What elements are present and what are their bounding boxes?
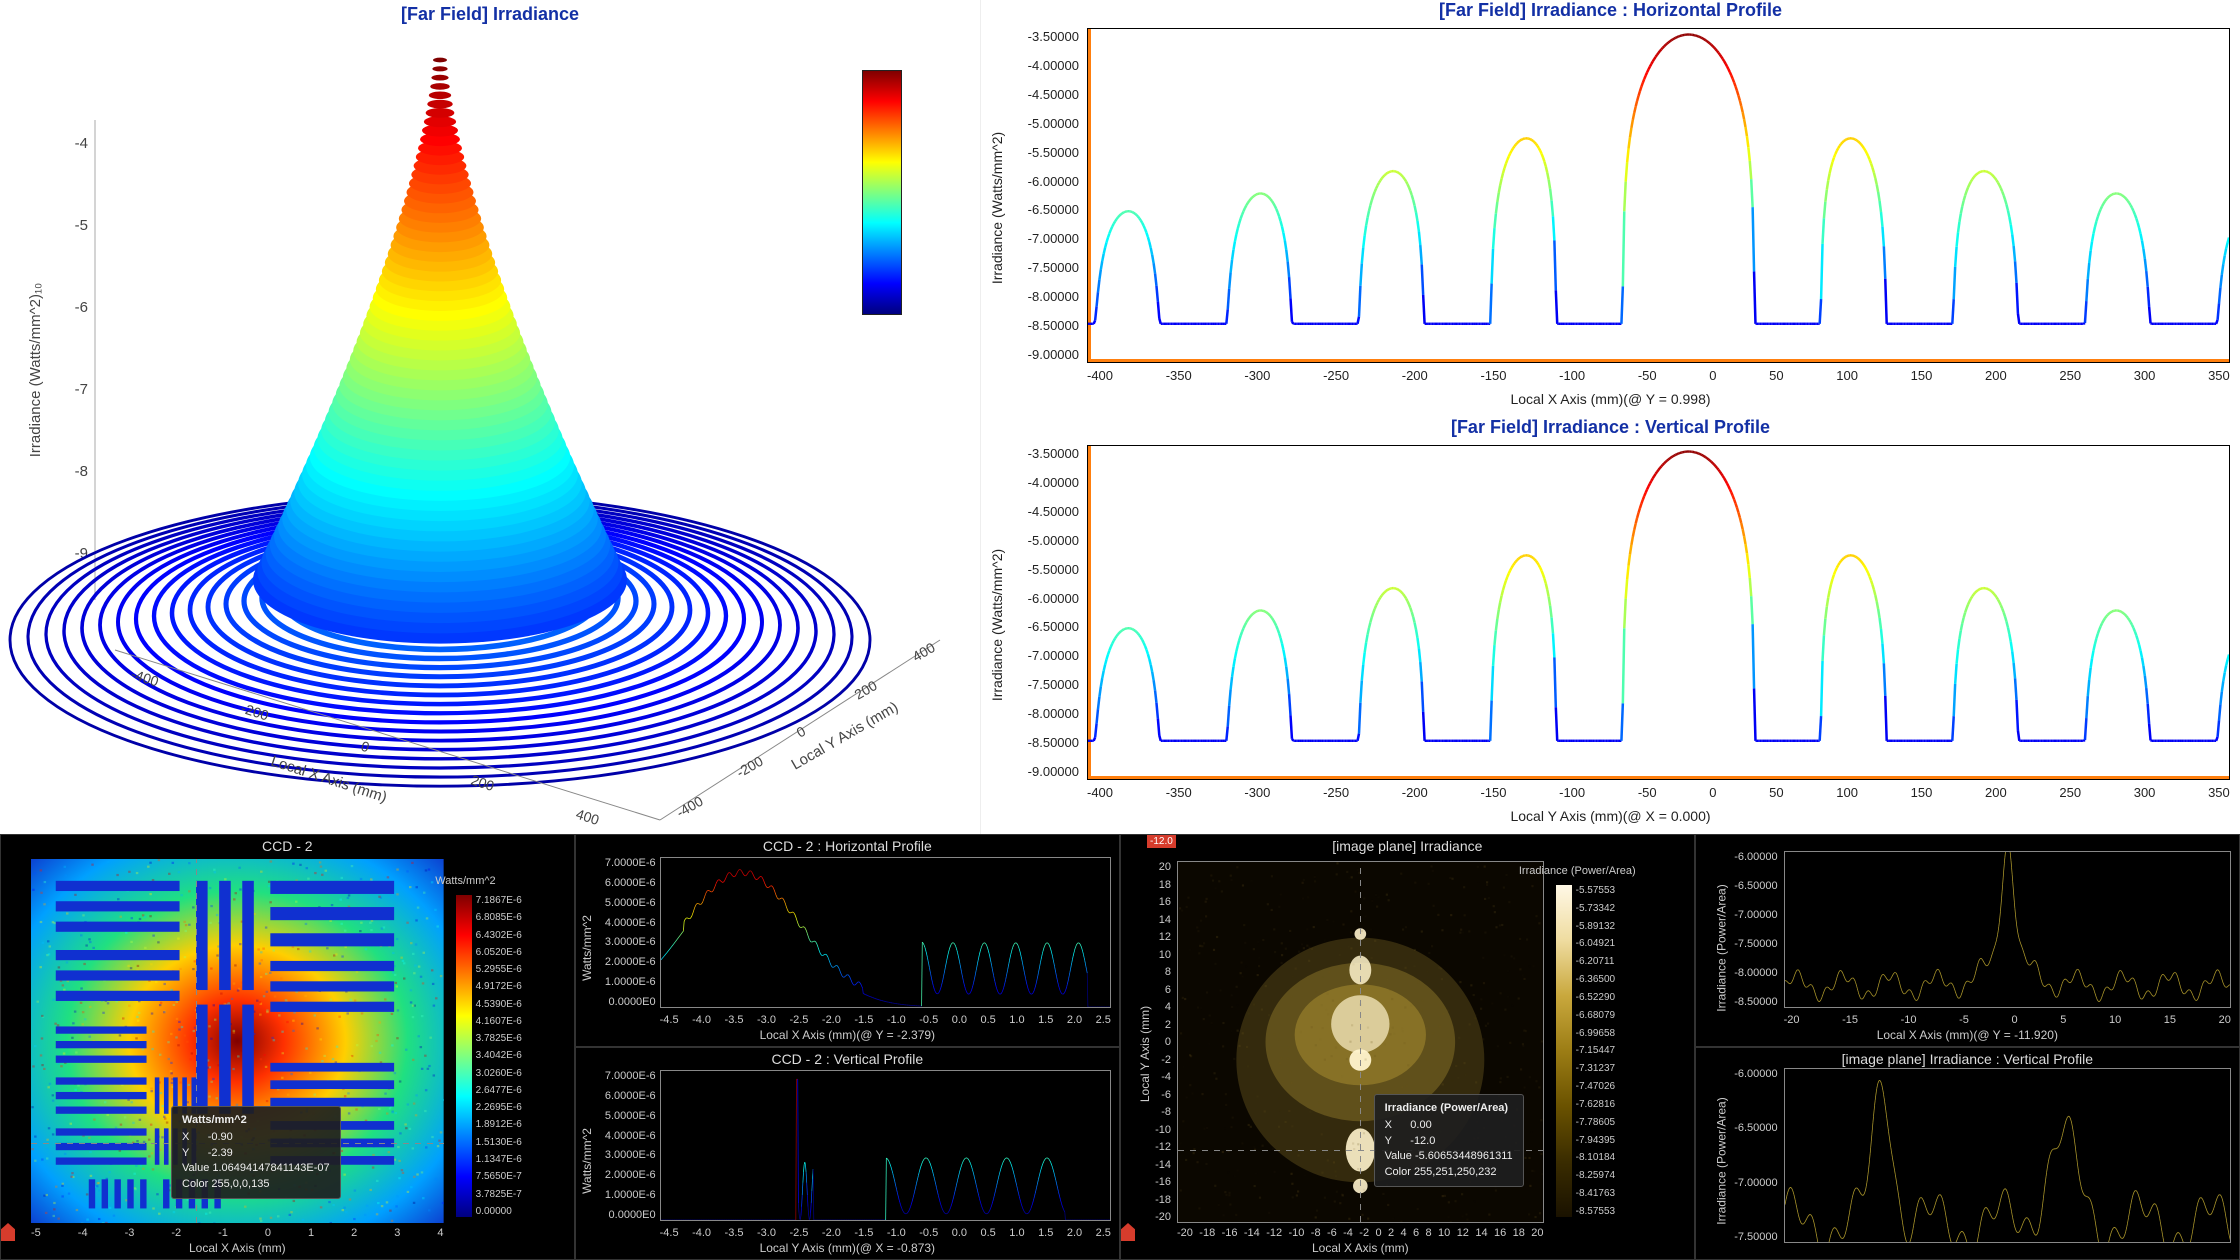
ccd-units-label: Watts/mm^2 [435,875,495,887]
profile-h-xticks: -400-350-300-250-200-150-100-50050100150… [1087,368,2230,383]
ip-v-profile[interactable]: [image plane] Irradiance : Vertical Prof… [1695,1047,2240,1260]
panel-3d-irradiance[interactable]: [Far Field] Irradiance -4 -5 -6 -7 - [0,0,980,834]
ccd-h-ylabel: Watts/mm^2 [580,915,594,981]
ip-v-plot[interactable] [1784,1068,2231,1243]
ip-xlabel: Local X Axis (mm) [1312,1241,1409,1255]
ip-xticks: -20-18-16-14-12-10-8-6-4-202468101214161… [1177,1227,1544,1239]
ccd-xticks: -5-4-3-2-101234 [31,1227,444,1239]
imageplane-panel[interactable]: [image plane] Irradiance Local Y Axis (m… [1120,834,1695,1260]
svg-text:-6: -6 [75,299,88,316]
profile-v-title: [Far Field] Irradiance : Vertical Profil… [1451,417,1770,438]
ip-h-yt: -6.00000-6.50000-7.00000-7.50000-8.00000… [1724,851,1778,1008]
ccd-colorbar-labels: 7.1867E-66.8085E-66.4302E-66.0520E-65.29… [476,895,534,1217]
ccd-h-xt: -4.5-4.0-3.5-3.0-2.5-2.0-1.5-1.0-0.50.00… [660,1014,1111,1026]
ip-tooltip: Irradiance (Power/Area) X 0.00 Y -12.0 V… [1374,1094,1524,1187]
ip-v-title: [image plane] Irradiance : Vertical Prof… [1842,1051,2093,1067]
z-axis-label: Irradiance (Watts/mm^2)₁₀ [27,283,44,457]
svg-text:-4: -4 [75,135,88,152]
ccd-v-title: CCD - 2 : Vertical Profile [771,1051,923,1067]
ccd-group: CCD - 2 -5-4-3-2-101234 Local X Axis (mm… [0,834,1120,1260]
ip-h-xt: -20-15-10-505101520 [1784,1014,2231,1026]
ip-colorbar [1556,885,1572,1217]
svg-text:-7: -7 [75,381,88,398]
ccd-xlabel: Local X Axis (mm) [189,1241,286,1255]
ccd-v-xt: -4.5-4.0-3.5-3.0-2.5-2.0-1.5-1.0-0.50.00… [660,1227,1111,1239]
marker-y-value: -12.0 [1147,835,1176,848]
ccd-h-title: CCD - 2 : Horizontal Profile [763,838,932,854]
svg-text:-8: -8 [75,463,88,480]
svg-text:-200: -200 [734,753,766,781]
profile-v-ylabel: Irradiance (Watts/mm^2) [989,549,1005,701]
panel-profiles: [Far Field] Irradiance : Horizontal Prof… [980,0,2240,834]
ccd-v-yt: 7.0000E-66.0000E-65.0000E-64.0000E-63.00… [598,1070,656,1221]
profile-h-yticks: -3.50000-4.00000-4.50000-5.00000-5.50000… [1005,30,1079,361]
svg-text:-400: -400 [129,666,161,690]
ccd-h-yt: 7.0000E-66.0000E-65.0000E-64.0000E-63.00… [598,857,656,1008]
svg-text:0: 0 [794,723,809,741]
bottom-row: CCD - 2 -5-4-3-2-101234 Local X Axis (mm… [0,834,2240,1260]
x-axis-label-3d: Local X Axis (mm) [269,753,389,807]
ip-title: [image plane] Irradiance [1332,838,1482,854]
profile-v-xticks: -400-350-300-250-200-150-100-50050100150… [1087,785,2230,800]
surface-3d[interactable]: -4 -5 -6 -7 -8 -9 Irradiance (Watts/mm^2… [0,0,980,834]
top-row: [Far Field] Irradiance -4 -5 -6 -7 - [0,0,2240,834]
profile-horizontal[interactable]: [Far Field] Irradiance : Horizontal Prof… [980,0,2240,417]
ccd-h-xlabel: Local X Axis (mm)(@ Y = -2.379) [760,1028,935,1042]
ccd-h-plot[interactable] [660,857,1111,1008]
svg-text:-400: -400 [674,793,706,821]
ccd-tooltip: Watts/mm^2 X -0.90 Y -2.39 Value 1.06494… [171,1106,341,1199]
cursor-marker-icon[interactable] [1121,1223,1135,1241]
ip-yticks: 20181614121086420-2-4-6-8-10-12-14-16-18… [1143,861,1171,1223]
svg-text:400: 400 [910,639,938,665]
cursor-marker-icon[interactable] [1,1223,15,1241]
ip-h-plot[interactable] [1784,851,2231,1008]
profile-h-title: [Far Field] Irradiance : Horizontal Prof… [1439,0,1782,21]
profile-v-xlabel: Local Y Axis (mm)(@ X = 0.000) [1510,808,1710,824]
svg-text:400: 400 [574,806,601,829]
ip-colorbar-labels: -5.57553-5.73342-5.89132-6.04921-6.20711… [1576,885,1630,1217]
ip-h-profile[interactable]: Irradiance (Power/Area) -6.00000-6.50000… [1695,834,2240,1047]
svg-text:-5: -5 [75,217,88,234]
ccd-profiles: CCD - 2 : Horizontal Profile Watts/mm^2 … [575,834,1120,1260]
ip-profiles: Irradiance (Power/Area) -6.00000-6.50000… [1695,834,2240,1260]
ccd-image-panel[interactable]: CCD - 2 -5-4-3-2-101234 Local X Axis (mm… [0,834,575,1260]
ip-cbar-title: Irradiance (Power/Area) [1519,865,1636,877]
ip-v-yt: -6.00000-6.50000-7.00000-7.50000 [1724,1068,1778,1243]
profile-h-plot[interactable] [1087,28,2230,363]
ccd-colorbar [456,895,472,1217]
ccd-v-profile[interactable]: CCD - 2 : Vertical Profile Watts/mm^2 7.… [575,1047,1120,1260]
ccd-v-ylabel: Watts/mm^2 [580,1128,594,1194]
profile-v-plot[interactable] [1087,445,2230,780]
ccd-v-plot[interactable] [660,1070,1111,1221]
profile-h-xlabel: Local X Axis (mm)(@ Y = 0.998) [1510,391,1710,407]
ccd-v-xlabel: Local Y Axis (mm)(@ X = -0.873) [760,1241,935,1255]
ip-h-xlabel: Local X Axis (mm)(@ Y = -11.920) [1877,1028,2058,1042]
ccd-title: CCD - 2 [262,838,313,854]
imageplane-group: [image plane] Irradiance Local Y Axis (m… [1120,834,2240,1260]
profile-h-ylabel: Irradiance (Watts/mm^2) [989,132,1005,284]
profile-vertical[interactable]: [Far Field] Irradiance : Vertical Profil… [980,417,2240,834]
profile-v-yticks: -3.50000-4.00000-4.50000-5.00000-5.50000… [1005,447,1079,778]
ccd-h-profile[interactable]: CCD - 2 : Horizontal Profile Watts/mm^2 … [575,834,1120,1047]
